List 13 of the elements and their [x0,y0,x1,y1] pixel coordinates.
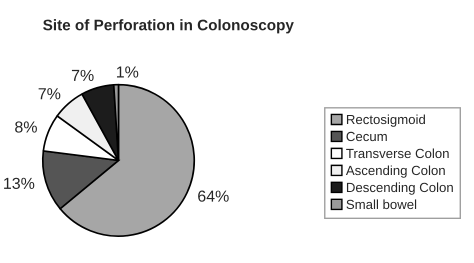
legend-label: Ascending Colon [346,165,445,178]
legend-label: Transverse Colon [346,148,449,158]
data-label: 7% [38,88,60,100]
data-label: 64% [198,190,229,202]
data-label: 1% [116,66,138,78]
chart-title: Site of Perforation in Colonoscopy [43,19,294,34]
legend-label: Rectosigmoid [346,114,425,127]
legend-label: Descending Colon [346,182,453,195]
data-label: 8% [15,121,37,133]
data-label: 13% [4,178,34,190]
data-label: 7% [72,70,94,82]
legend-label: Cecum [346,132,387,142]
legend-label: Small bowel [346,199,416,210]
